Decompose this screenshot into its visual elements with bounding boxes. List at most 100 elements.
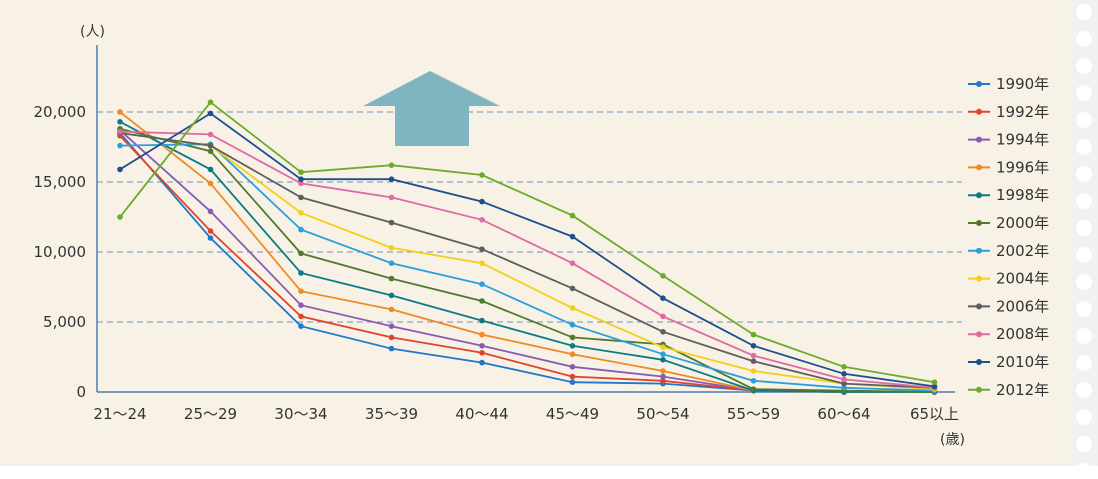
data-point bbox=[117, 214, 123, 220]
data-point bbox=[750, 343, 757, 349]
legend-label: 2006年 bbox=[996, 297, 1049, 315]
data-point bbox=[388, 345, 395, 352]
data-point bbox=[207, 208, 214, 215]
data-point bbox=[207, 99, 214, 105]
legend-label: 2008年 bbox=[996, 325, 1049, 343]
legend-label: 1998年 bbox=[996, 186, 1049, 204]
data-point bbox=[479, 343, 485, 349]
data-point bbox=[841, 385, 847, 391]
data-point bbox=[569, 351, 576, 358]
data-point bbox=[298, 176, 304, 182]
data-point bbox=[569, 322, 576, 328]
data-point bbox=[841, 380, 847, 387]
data-point bbox=[298, 210, 304, 216]
data-point bbox=[569, 285, 576, 292]
data-point bbox=[117, 109, 123, 115]
legend-marker bbox=[976, 81, 982, 87]
series-line bbox=[119, 127, 935, 393]
y-tick-label: 5,000 bbox=[43, 313, 86, 331]
legend-label: 2002年 bbox=[996, 242, 1049, 260]
data-point bbox=[298, 194, 304, 201]
x-tick-label: 65以上 bbox=[910, 405, 959, 423]
data-point bbox=[388, 292, 395, 299]
data-point bbox=[660, 368, 666, 374]
series-lines bbox=[117, 99, 938, 395]
data-point bbox=[660, 344, 666, 351]
legend-marker bbox=[976, 331, 982, 338]
perforated-edge bbox=[1070, 0, 1098, 479]
data-point bbox=[841, 364, 847, 370]
up-arrow-icon bbox=[363, 71, 500, 146]
data-point bbox=[569, 212, 576, 219]
data-point bbox=[569, 260, 576, 267]
data-point bbox=[660, 373, 666, 380]
perforation-hole bbox=[1076, 112, 1092, 128]
data-point bbox=[207, 228, 214, 234]
y-tick-labels: 0 5,000 10,000 15,000 20,000 bbox=[34, 103, 87, 401]
x-tick-label: 55〜59 bbox=[727, 405, 780, 423]
data-point bbox=[841, 371, 847, 377]
perforation-hole bbox=[1076, 463, 1092, 479]
data-point bbox=[117, 166, 123, 173]
x-tick-label: 60〜64 bbox=[817, 405, 870, 423]
data-point bbox=[207, 131, 214, 138]
legend-label: 1996年 bbox=[996, 158, 1049, 176]
data-point bbox=[750, 358, 757, 365]
y-tick-label: 10,000 bbox=[34, 243, 87, 261]
perforation-hole bbox=[1076, 382, 1092, 398]
data-point bbox=[207, 110, 214, 117]
data-point bbox=[388, 334, 395, 341]
data-point bbox=[569, 373, 576, 380]
data-point bbox=[479, 359, 485, 366]
legend-marker bbox=[976, 275, 982, 282]
data-point bbox=[298, 250, 304, 257]
data-point bbox=[207, 166, 214, 173]
y-tick-label: 15,000 bbox=[34, 173, 87, 191]
data-point bbox=[207, 235, 214, 241]
data-point bbox=[660, 378, 666, 384]
series-line bbox=[119, 132, 935, 393]
data-point bbox=[479, 298, 485, 304]
series-line bbox=[119, 132, 935, 391]
data-point bbox=[298, 226, 304, 233]
x-tick-label: 30〜34 bbox=[274, 405, 327, 423]
data-point bbox=[388, 162, 395, 168]
series-line bbox=[119, 112, 935, 388]
perforation-hole bbox=[1076, 301, 1092, 317]
data-point bbox=[479, 281, 485, 288]
legend-label: 1994年 bbox=[996, 131, 1049, 149]
data-point bbox=[388, 306, 395, 313]
perforation-hole bbox=[1076, 274, 1092, 290]
x-tick-label: 50〜54 bbox=[636, 405, 689, 423]
data-point bbox=[931, 379, 938, 386]
data-point bbox=[569, 379, 576, 386]
data-point bbox=[750, 331, 757, 338]
perforation-hole bbox=[1076, 139, 1092, 155]
perforation-hole bbox=[1076, 436, 1092, 452]
perforation-hole bbox=[1076, 328, 1092, 344]
x-tick-label: 40〜44 bbox=[455, 405, 508, 423]
data-point bbox=[479, 260, 485, 267]
perforation-hole bbox=[1076, 85, 1092, 101]
data-point bbox=[298, 169, 304, 175]
perforation-hole bbox=[1076, 4, 1092, 20]
legend-marker bbox=[976, 303, 982, 310]
data-point bbox=[931, 383, 938, 390]
x-axis-unit: (歳) bbox=[940, 432, 965, 448]
x-tick-label: 45〜49 bbox=[546, 405, 599, 423]
series-line bbox=[119, 132, 935, 389]
data-point bbox=[569, 305, 576, 311]
data-point bbox=[388, 245, 395, 251]
x-tick-label: 35〜39 bbox=[365, 405, 418, 423]
perforation-hole bbox=[1076, 355, 1092, 371]
perforation-hole bbox=[1076, 58, 1092, 74]
data-point bbox=[569, 364, 576, 370]
data-point bbox=[117, 119, 123, 125]
legend-label: 2012年 bbox=[996, 381, 1049, 399]
data-point bbox=[388, 176, 395, 182]
legend-label: 2000年 bbox=[996, 214, 1049, 232]
chart-panel: (人) (歳) 0 5,000 10,000 15,000 20,000 21〜24 25… bbox=[0, 0, 1098, 466]
data-point bbox=[479, 198, 485, 205]
gridlines bbox=[97, 111, 962, 323]
data-point bbox=[388, 323, 395, 330]
